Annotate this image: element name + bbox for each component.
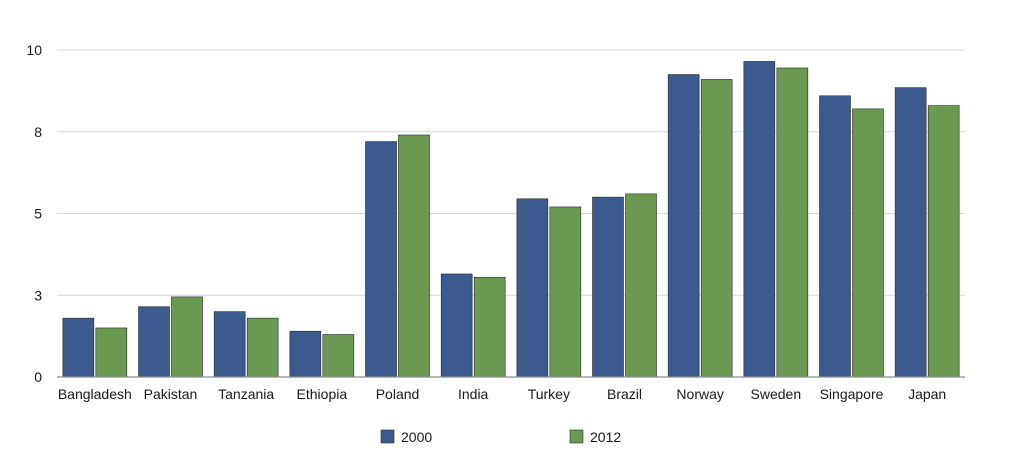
x-tick-label: India bbox=[458, 386, 489, 402]
x-tick-label: Bangladesh bbox=[58, 386, 132, 402]
x-tick-label: Pakistan bbox=[144, 386, 198, 402]
bar-2012-brazil bbox=[625, 193, 657, 378]
x-tick-label: Tanzania bbox=[218, 386, 274, 402]
x-tick-label: Singapore bbox=[820, 386, 884, 402]
x-tick-label: Brazil bbox=[607, 386, 642, 402]
bar-2012-singapore bbox=[852, 108, 884, 378]
x-tick-labels: Bangladesh Pakistan Tanzania Ethiopia Poland… bbox=[58, 386, 946, 402]
y-tick-labels: 0 3 5 8 10 bbox=[26, 42, 42, 385]
x-tick-label: Ethiopia bbox=[297, 386, 348, 402]
bar-2012-bangladesh bbox=[95, 327, 128, 378]
bar-2000-tanzania bbox=[213, 311, 246, 378]
bar-2012-tanzania bbox=[246, 317, 279, 378]
y-tick-label: 8 bbox=[34, 124, 42, 140]
x-tick-label: Japan bbox=[908, 386, 946, 402]
bar-2000-ethiopia bbox=[289, 330, 322, 378]
bar-2012-ethiopia bbox=[322, 334, 355, 378]
bar-2000-japan bbox=[894, 87, 927, 378]
bar-2000-pakistan bbox=[138, 306, 170, 378]
bar-2000-poland bbox=[365, 141, 397, 378]
x-tick-label: Sweden bbox=[751, 386, 802, 402]
bar-2012-pakistan bbox=[171, 296, 203, 378]
bar-2012-japan bbox=[927, 105, 960, 378]
x-tick-label: Norway bbox=[676, 386, 723, 402]
legend-label-2012: 2012 bbox=[590, 429, 621, 445]
bar-2012-turkey bbox=[549, 206, 582, 378]
x-tick-label: Turkey bbox=[528, 386, 570, 402]
bar-2000-india bbox=[440, 273, 473, 378]
bar-2000-singapore bbox=[819, 95, 851, 378]
bar-2000-brazil bbox=[592, 196, 624, 378]
bar-2012-poland bbox=[398, 134, 430, 378]
x-tick-label: Poland bbox=[376, 386, 420, 402]
bar-2012-india bbox=[473, 276, 506, 378]
y-tick-label: 3 bbox=[34, 287, 42, 303]
bars bbox=[62, 61, 960, 378]
bar-2000-norway bbox=[667, 74, 700, 378]
bar-2012-sweden bbox=[776, 67, 809, 378]
gridlines bbox=[57, 49, 965, 296]
y-tick-label: 10 bbox=[26, 42, 42, 58]
bar-2000-bangladesh bbox=[62, 317, 95, 378]
legend: 2000 2012 bbox=[380, 429, 621, 445]
bar-2000-sweden bbox=[743, 61, 776, 378]
y-tick-label: 0 bbox=[34, 369, 42, 385]
bar-2012-norway bbox=[700, 79, 733, 378]
bar-2000-turkey bbox=[516, 198, 549, 378]
y-tick-label: 5 bbox=[34, 206, 42, 222]
legend-swatch-2000 bbox=[380, 429, 395, 444]
legend-swatch-2012 bbox=[569, 429, 584, 444]
legend-label-2000: 2000 bbox=[401, 429, 432, 445]
